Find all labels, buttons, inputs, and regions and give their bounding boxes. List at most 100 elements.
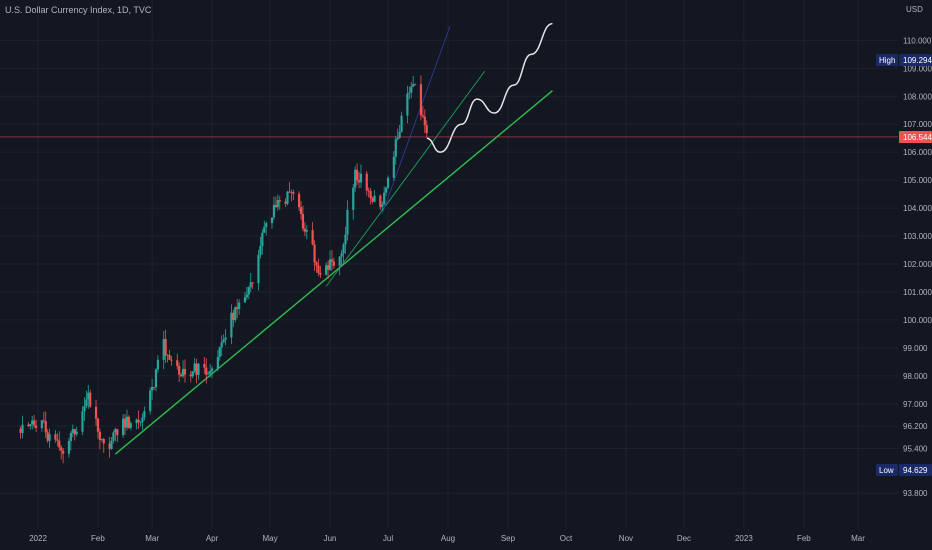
trendline-mid[interactable] <box>325 70 486 287</box>
time-axis[interactable]: 2022 Feb Mar Apr May Jun Jul Aug Sep Oct Nov Dec 202… <box>29 534 865 543</box>
candle-body <box>218 347 221 358</box>
candle-body <box>276 200 279 208</box>
candle-body <box>317 265 320 274</box>
y-tick-label: 101.000 <box>903 288 932 297</box>
candle-body <box>319 273 322 275</box>
candle-body <box>209 371 212 374</box>
y-tick-label: 93.800 <box>903 489 928 498</box>
candle-body <box>220 342 223 348</box>
candle-body <box>110 440 113 449</box>
trendlines <box>114 26 553 455</box>
candle-body <box>245 294 248 298</box>
candle-body <box>21 424 24 433</box>
y-tick-label: 103.000 <box>903 232 932 241</box>
candle-body <box>151 387 154 391</box>
candle-body <box>33 420 36 426</box>
last-price-badge <box>899 130 932 143</box>
candle-body <box>332 261 335 266</box>
candle-body <box>303 228 306 232</box>
candle-body <box>60 447 63 451</box>
candle-body <box>125 416 129 428</box>
y-tick-label: 109.000 <box>903 64 932 73</box>
low-tag <box>876 464 898 477</box>
candle-body <box>305 230 308 232</box>
candle-body <box>412 84 415 87</box>
candle-body <box>108 443 111 449</box>
candle-body <box>326 265 330 270</box>
x-tick-label: 2023 <box>735 534 753 543</box>
candle-body <box>408 92 411 94</box>
candle-body <box>75 431 78 435</box>
candle-body <box>176 360 179 367</box>
candle-body <box>149 390 152 412</box>
candle-body <box>251 282 254 284</box>
candle-body <box>127 416 130 428</box>
candle-body <box>31 420 34 425</box>
x-tick-label: Jun <box>324 534 337 543</box>
candle-body <box>34 425 38 428</box>
candle-body <box>400 115 403 132</box>
candle-body <box>286 191 289 204</box>
high-tag-text: High <box>879 56 895 65</box>
candle-body <box>398 131 401 138</box>
candle-body <box>73 429 76 435</box>
candle-body <box>328 259 332 270</box>
x-tick-label: Jul <box>383 534 393 543</box>
currency-label: USD <box>906 5 923 14</box>
candle-body <box>222 339 225 343</box>
candle-body <box>365 173 368 191</box>
candle-body <box>183 368 187 375</box>
candle-body <box>313 244 316 263</box>
candle-body <box>100 438 103 440</box>
low-value-badge-text: 94.629 <box>903 466 928 475</box>
candle-body <box>259 246 262 255</box>
price-axis[interactable]: USD 93.800 95.400 96.200 97.000 98.000 99.000 1… <box>903 5 932 498</box>
candle-body <box>373 195 376 202</box>
candle-body <box>342 244 345 254</box>
candle-body <box>311 230 314 245</box>
candle-body <box>410 86 413 93</box>
candle-body <box>272 204 276 218</box>
candle-body <box>230 312 233 338</box>
candle-body <box>292 191 295 194</box>
candle-body <box>40 420 43 428</box>
trendline-main[interactable] <box>114 90 553 455</box>
candle-body <box>257 254 260 284</box>
candle-body <box>414 84 417 85</box>
x-tick-label: Oct <box>560 534 573 543</box>
candle-body <box>385 187 388 193</box>
x-tick-label: Dec <box>677 534 691 543</box>
candle-body <box>152 387 156 388</box>
candle-body <box>274 204 277 208</box>
candle-body <box>164 339 167 356</box>
candle-body <box>168 354 171 360</box>
candle-body <box>123 418 127 428</box>
y-tick-label: 98.000 <box>903 372 928 381</box>
y-tick-label: 108.000 <box>903 92 932 101</box>
candle-body <box>195 363 198 375</box>
low-value-badge <box>899 464 932 477</box>
candle-body <box>197 363 200 375</box>
low-tag-text: Low <box>879 466 894 475</box>
candle-body <box>369 190 372 199</box>
trendline-steep[interactable] <box>381 26 451 214</box>
candle-body <box>87 392 90 400</box>
y-tick-label: 99.000 <box>903 344 928 353</box>
candle-body <box>288 191 291 193</box>
candle-body <box>137 419 140 423</box>
candle-body <box>210 368 214 372</box>
candle-body <box>54 434 57 440</box>
candle-body <box>354 169 357 188</box>
candle-body <box>85 399 88 407</box>
x-tick-label: Aug <box>441 534 455 543</box>
candle-body <box>224 337 227 340</box>
candle-body <box>156 359 160 370</box>
projection-curve[interactable] <box>426 22 553 153</box>
candle-body <box>141 417 144 422</box>
candle-body <box>98 431 101 440</box>
candle-body <box>69 432 72 441</box>
candle-body <box>121 418 125 436</box>
candle-body <box>301 213 305 229</box>
